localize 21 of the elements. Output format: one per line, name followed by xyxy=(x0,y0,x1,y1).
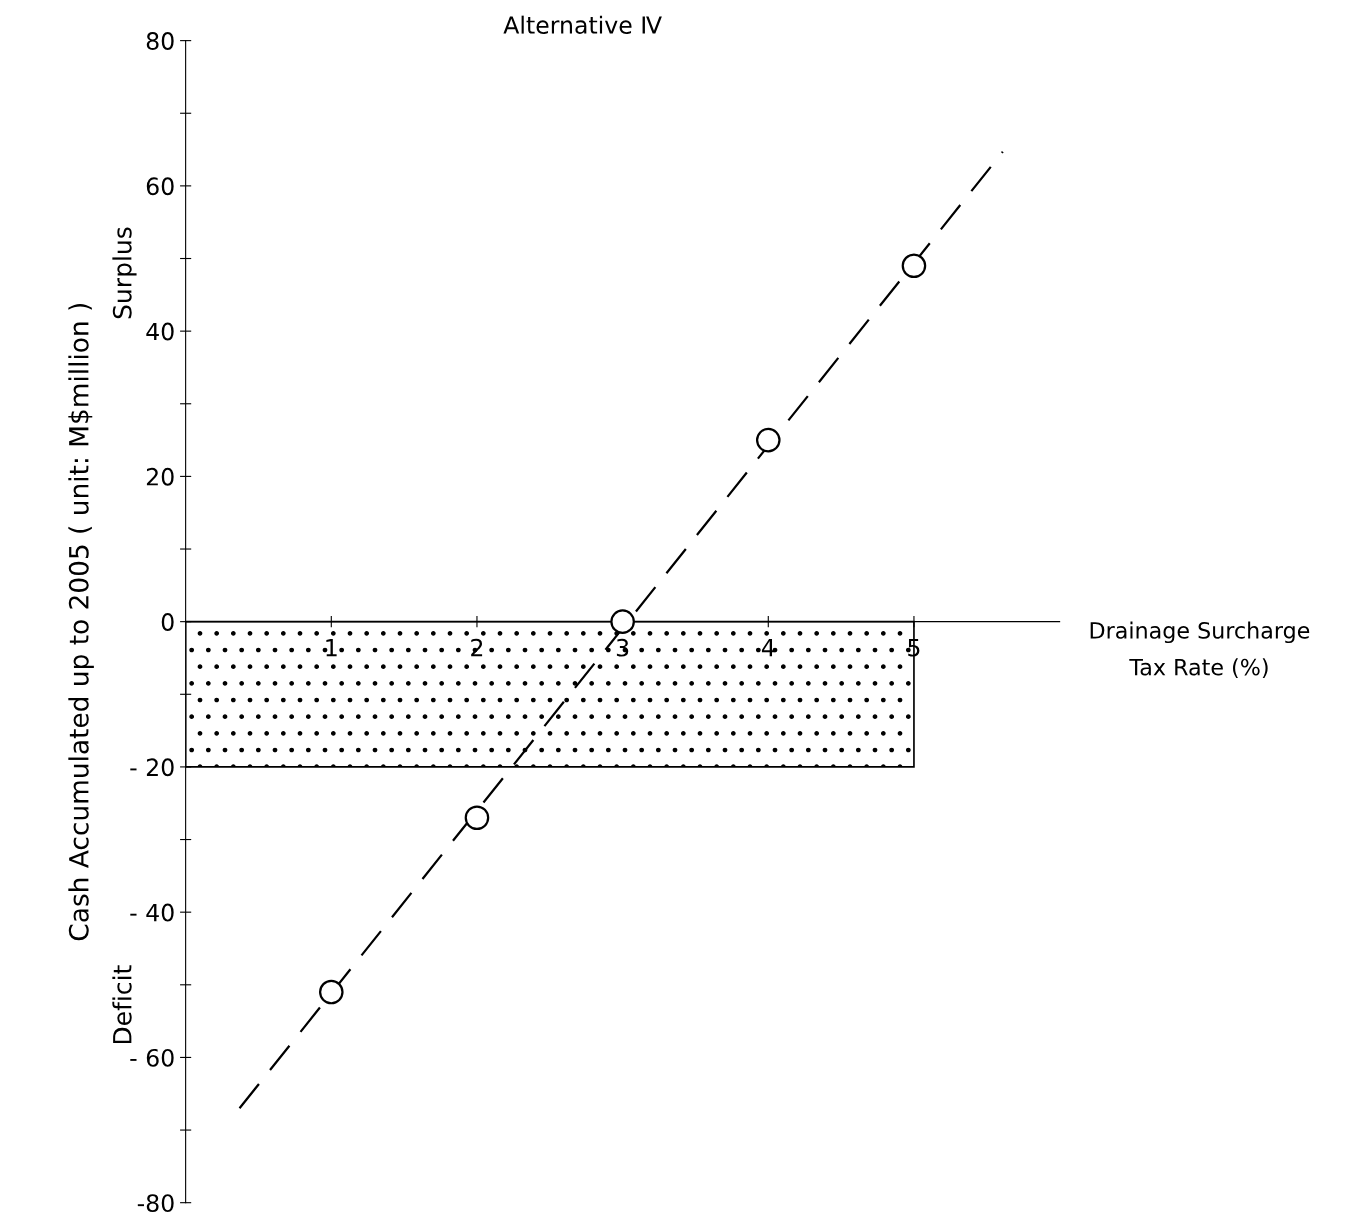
y-tick-label: 60 xyxy=(146,177,174,196)
x-tick-label: 4 xyxy=(761,639,775,657)
chart-title: Alternative Ⅳ xyxy=(503,15,662,34)
y-axis-title: Cash Accumulated up to 2005 ( unit: M$million ) xyxy=(68,303,94,941)
point xyxy=(901,253,927,279)
point xyxy=(610,609,635,634)
point xyxy=(755,427,781,453)
x-axis-title: Drainage Surcharge Tax Rate (%) xyxy=(1090,621,1310,679)
y-tick-label: 40 xyxy=(146,322,174,341)
point xyxy=(464,805,490,831)
y-tick-label: 20 xyxy=(146,467,174,486)
x-tick-label: 1 xyxy=(326,639,337,657)
y-tick-label: 80 xyxy=(146,32,174,50)
text: Deficit xyxy=(112,965,132,1044)
y-tick-label: - 20 xyxy=(130,758,174,777)
point xyxy=(318,979,344,1005)
text: Surplus xyxy=(112,227,137,319)
y-tick-label: - 60 xyxy=(130,1048,174,1067)
y-tick-label: -80 xyxy=(137,1194,174,1212)
y-tick-label: - 40 xyxy=(130,903,174,922)
y-tick-label: 0 xyxy=(161,613,174,631)
